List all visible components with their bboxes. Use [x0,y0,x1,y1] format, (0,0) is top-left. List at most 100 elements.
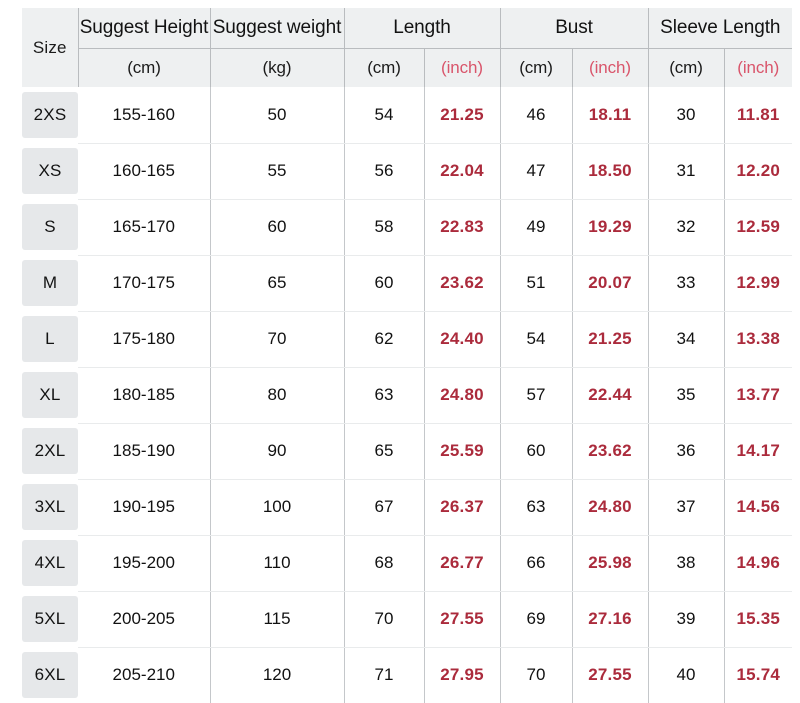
cell-suggest-height: 175-180 [78,311,210,368]
cell-size: 2XL [22,423,78,479]
cell-sleeve-cm: 37 [647,479,725,536]
cell-suggest-weight: 100 [209,479,344,536]
cell-bust-cm: 46 [499,87,573,144]
cell-bust-cm: 49 [499,199,573,256]
cell-sleeve-cm: 40 [647,647,725,703]
cell-length-cm: 70 [343,591,424,648]
cell-size: XS [22,143,78,199]
cell-sleeve-inch: 14.17 [723,423,793,480]
cell-length-cm: 54 [343,87,424,144]
size-badge: 6XL [22,652,78,698]
header-unit-length-cm: (cm) [343,48,424,87]
size-badge: 2XS [22,92,78,138]
table-row: 2XL 185-190 90 65 25.59 60 23.62 36 14.17 [22,423,793,480]
table-row: XL 180-185 80 63 24.80 57 22.44 35 13.77 [22,367,793,424]
cell-length-inch: 27.95 [423,647,501,703]
cell-suggest-weight: 110 [209,535,344,592]
size-badge: XS [22,148,78,194]
cell-size: 4XL [22,535,78,591]
cell-suggest-height: 160-165 [78,143,210,200]
header-group-suggest-height: Suggest Height [77,8,210,49]
header-unit-sleeve-inch: (inch) [723,48,793,87]
cell-suggest-weight: 90 [209,423,344,480]
cell-sleeve-cm: 31 [647,143,725,200]
cell-suggest-weight: 50 [209,87,344,144]
cell-sleeve-inch: 13.77 [723,367,793,424]
cell-sleeve-inch: 13.38 [723,311,793,368]
cell-suggest-height: 205-210 [78,647,210,703]
header-group-length: Length [343,8,501,49]
cell-sleeve-cm: 35 [647,367,725,424]
cell-length-cm: 56 [343,143,424,200]
cell-bust-inch: 24.80 [571,479,649,536]
cell-suggest-weight: 80 [209,367,344,424]
table-row: 4XL 195-200 110 68 26.77 66 25.98 38 14.96 [22,535,793,592]
header-group-bust: Bust [499,8,649,49]
size-badge: S [22,204,78,250]
cell-size: M [22,255,78,311]
header-unit-row: (cm) (kg) (cm) (inch) (cm) (inch) (cm) (… [22,48,793,87]
table-row: 3XL 190-195 100 67 26.37 63 24.80 37 14.56 [22,479,793,536]
table-row: 5XL 200-205 115 70 27.55 69 27.16 39 15.35 [22,591,793,648]
cell-bust-cm: 60 [499,423,573,480]
cell-sleeve-cm: 30 [647,87,725,144]
cell-length-cm: 60 [343,255,424,312]
header-unit-length-inch: (inch) [423,48,501,87]
cell-bust-inch: 27.16 [571,591,649,648]
cell-length-inch: 22.04 [423,143,501,200]
cell-size: L [22,311,78,367]
table-row: S 165-170 60 58 22.83 49 19.29 32 12.59 [22,199,793,256]
table-body: 2XS 155-160 50 54 21.25 46 18.11 30 11.81 XS 160-1… [22,87,793,703]
cell-sleeve-inch: 14.96 [723,535,793,592]
cell-bust-inch: 19.29 [571,199,649,256]
cell-length-cm: 71 [343,647,424,703]
cell-bust-inch: 21.25 [571,311,649,368]
cell-length-inch: 24.80 [423,367,501,424]
cell-suggest-height: 155-160 [78,87,210,144]
cell-bust-inch: 27.55 [571,647,649,703]
cell-size: 3XL [22,479,78,535]
cell-sleeve-inch: 12.59 [723,199,793,256]
cell-sleeve-cm: 34 [647,311,725,368]
cell-bust-cm: 51 [499,255,573,312]
cell-suggest-height: 170-175 [78,255,210,312]
size-badge: 4XL [22,540,78,586]
cell-bust-inch: 18.11 [571,87,649,144]
cell-suggest-height: 190-195 [78,479,210,536]
cell-sleeve-cm: 39 [647,591,725,648]
size-badge: L [22,316,78,362]
cell-sleeve-cm: 36 [647,423,725,480]
size-badge: 3XL [22,484,78,530]
cell-length-inch: 27.55 [423,591,501,648]
cell-sleeve-cm: 38 [647,535,725,592]
cell-suggest-weight: 65 [209,255,344,312]
cell-sleeve-cm: 33 [647,255,725,312]
cell-length-cm: 62 [343,311,424,368]
size-chart-table: Size Suggest Height Suggest weight Lengt… [22,8,793,703]
cell-sleeve-inch: 12.20 [723,143,793,200]
cell-suggest-weight: 120 [209,647,344,703]
cell-bust-cm: 70 [499,647,573,703]
cell-length-cm: 58 [343,199,424,256]
cell-bust-inch: 20.07 [571,255,649,312]
header-unit-weight-kg: (kg) [209,48,344,87]
cell-length-inch: 23.62 [423,255,501,312]
header-unit-height-cm: (cm) [77,48,210,87]
cell-sleeve-inch: 11.81 [723,87,793,144]
cell-size: 5XL [22,591,78,647]
header-size: Size [22,8,78,87]
cell-length-cm: 68 [343,535,424,592]
cell-suggest-height: 195-200 [78,535,210,592]
header-group-sleeve-length: Sleeve Length [647,8,793,49]
cell-bust-cm: 63 [499,479,573,536]
header-group-row: Size Suggest Height Suggest weight Lengt… [22,8,793,87]
cell-length-inch: 26.37 [423,479,501,536]
size-badge: 5XL [22,596,78,642]
cell-length-inch: 21.25 [423,87,501,144]
cell-size: XL [22,367,78,423]
cell-sleeve-cm: 32 [647,199,725,256]
cell-length-inch: 26.77 [423,535,501,592]
table-row: M 170-175 65 60 23.62 51 20.07 33 12.99 [22,255,793,312]
cell-suggest-weight: 55 [209,143,344,200]
